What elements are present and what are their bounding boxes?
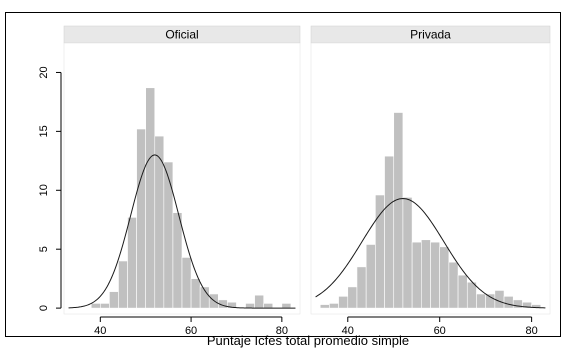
- histogram-bar: [263, 303, 274, 309]
- histogram-bar: [503, 296, 514, 309]
- histogram-bar: [476, 293, 486, 309]
- histogram-bar: [227, 301, 237, 309]
- histogram-bar: [329, 303, 339, 309]
- histogram-bar: [163, 161, 174, 309]
- histogram-bar: [319, 304, 330, 309]
- histogram-bar: [375, 194, 385, 309]
- panel-oficial: Oficial 40 60 80: [63, 25, 301, 337]
- panel-privada: Privada 40 60 80: [310, 25, 551, 337]
- histogram-bar: [421, 239, 431, 309]
- histogram-bar: [531, 304, 542, 309]
- histogram-bar: [365, 244, 376, 309]
- x-tick-label: 80: [276, 325, 288, 337]
- histogram-bar: [393, 112, 404, 309]
- y-tick-label: 15: [38, 125, 50, 137]
- y-tick-label: 5: [38, 246, 50, 252]
- histogram-bar: [190, 278, 201, 309]
- histogram-bar: [448, 261, 459, 309]
- histogram-bar: [136, 128, 146, 309]
- histogram-bar: [439, 246, 450, 309]
- histogram-bar: [457, 274, 468, 309]
- y-tick-label: 10: [38, 184, 50, 196]
- histogram-bar: [430, 241, 440, 309]
- y-axis: 0 5 10 15 20: [38, 66, 62, 311]
- x-tick-label: 60: [434, 325, 446, 337]
- histogram-bar: [347, 286, 358, 309]
- histogram-bar: [172, 212, 183, 309]
- histogram-bar: [402, 197, 413, 309]
- normal-density-curve: [68, 154, 296, 309]
- y-tick-label: 20: [38, 66, 50, 78]
- histogram-bar: [127, 217, 137, 309]
- histogram-bar: [384, 155, 395, 309]
- x-tick-label: 40: [342, 325, 354, 337]
- histogram-bar: [118, 260, 128, 309]
- y-tick-label: 0: [38, 305, 50, 311]
- histogram-bar: [109, 291, 119, 309]
- normal-density-curve: [315, 198, 546, 309]
- histogram-bar: [356, 266, 367, 309]
- panel-title: Privada: [410, 28, 451, 42]
- histogram-bar: [181, 257, 192, 309]
- x-tick-label: 80: [525, 325, 537, 337]
- figure-frame: [5, 12, 561, 337]
- histogram-bar: [90, 303, 101, 309]
- panels: Oficial 40 60 80 Privada 40 60 80: [63, 25, 551, 337]
- histogram-bar: [245, 303, 255, 309]
- x-axis-title: Puntaje Icfes total promedio simple: [207, 333, 409, 348]
- histogram-bar: [485, 293, 496, 309]
- histogram-bar: [145, 87, 156, 309]
- histogram-bar: [281, 303, 292, 309]
- x-tick-label: 60: [185, 325, 197, 337]
- histogram-bar: [494, 290, 505, 309]
- panel-title: Oficial: [165, 28, 198, 42]
- x-tick-label: 40: [94, 325, 106, 337]
- histogram-bar: [254, 294, 264, 309]
- histogram-bar: [466, 281, 477, 309]
- histogram-bar: [100, 303, 110, 309]
- histogram-bar: [338, 296, 349, 309]
- histogram-bar: [411, 241, 422, 309]
